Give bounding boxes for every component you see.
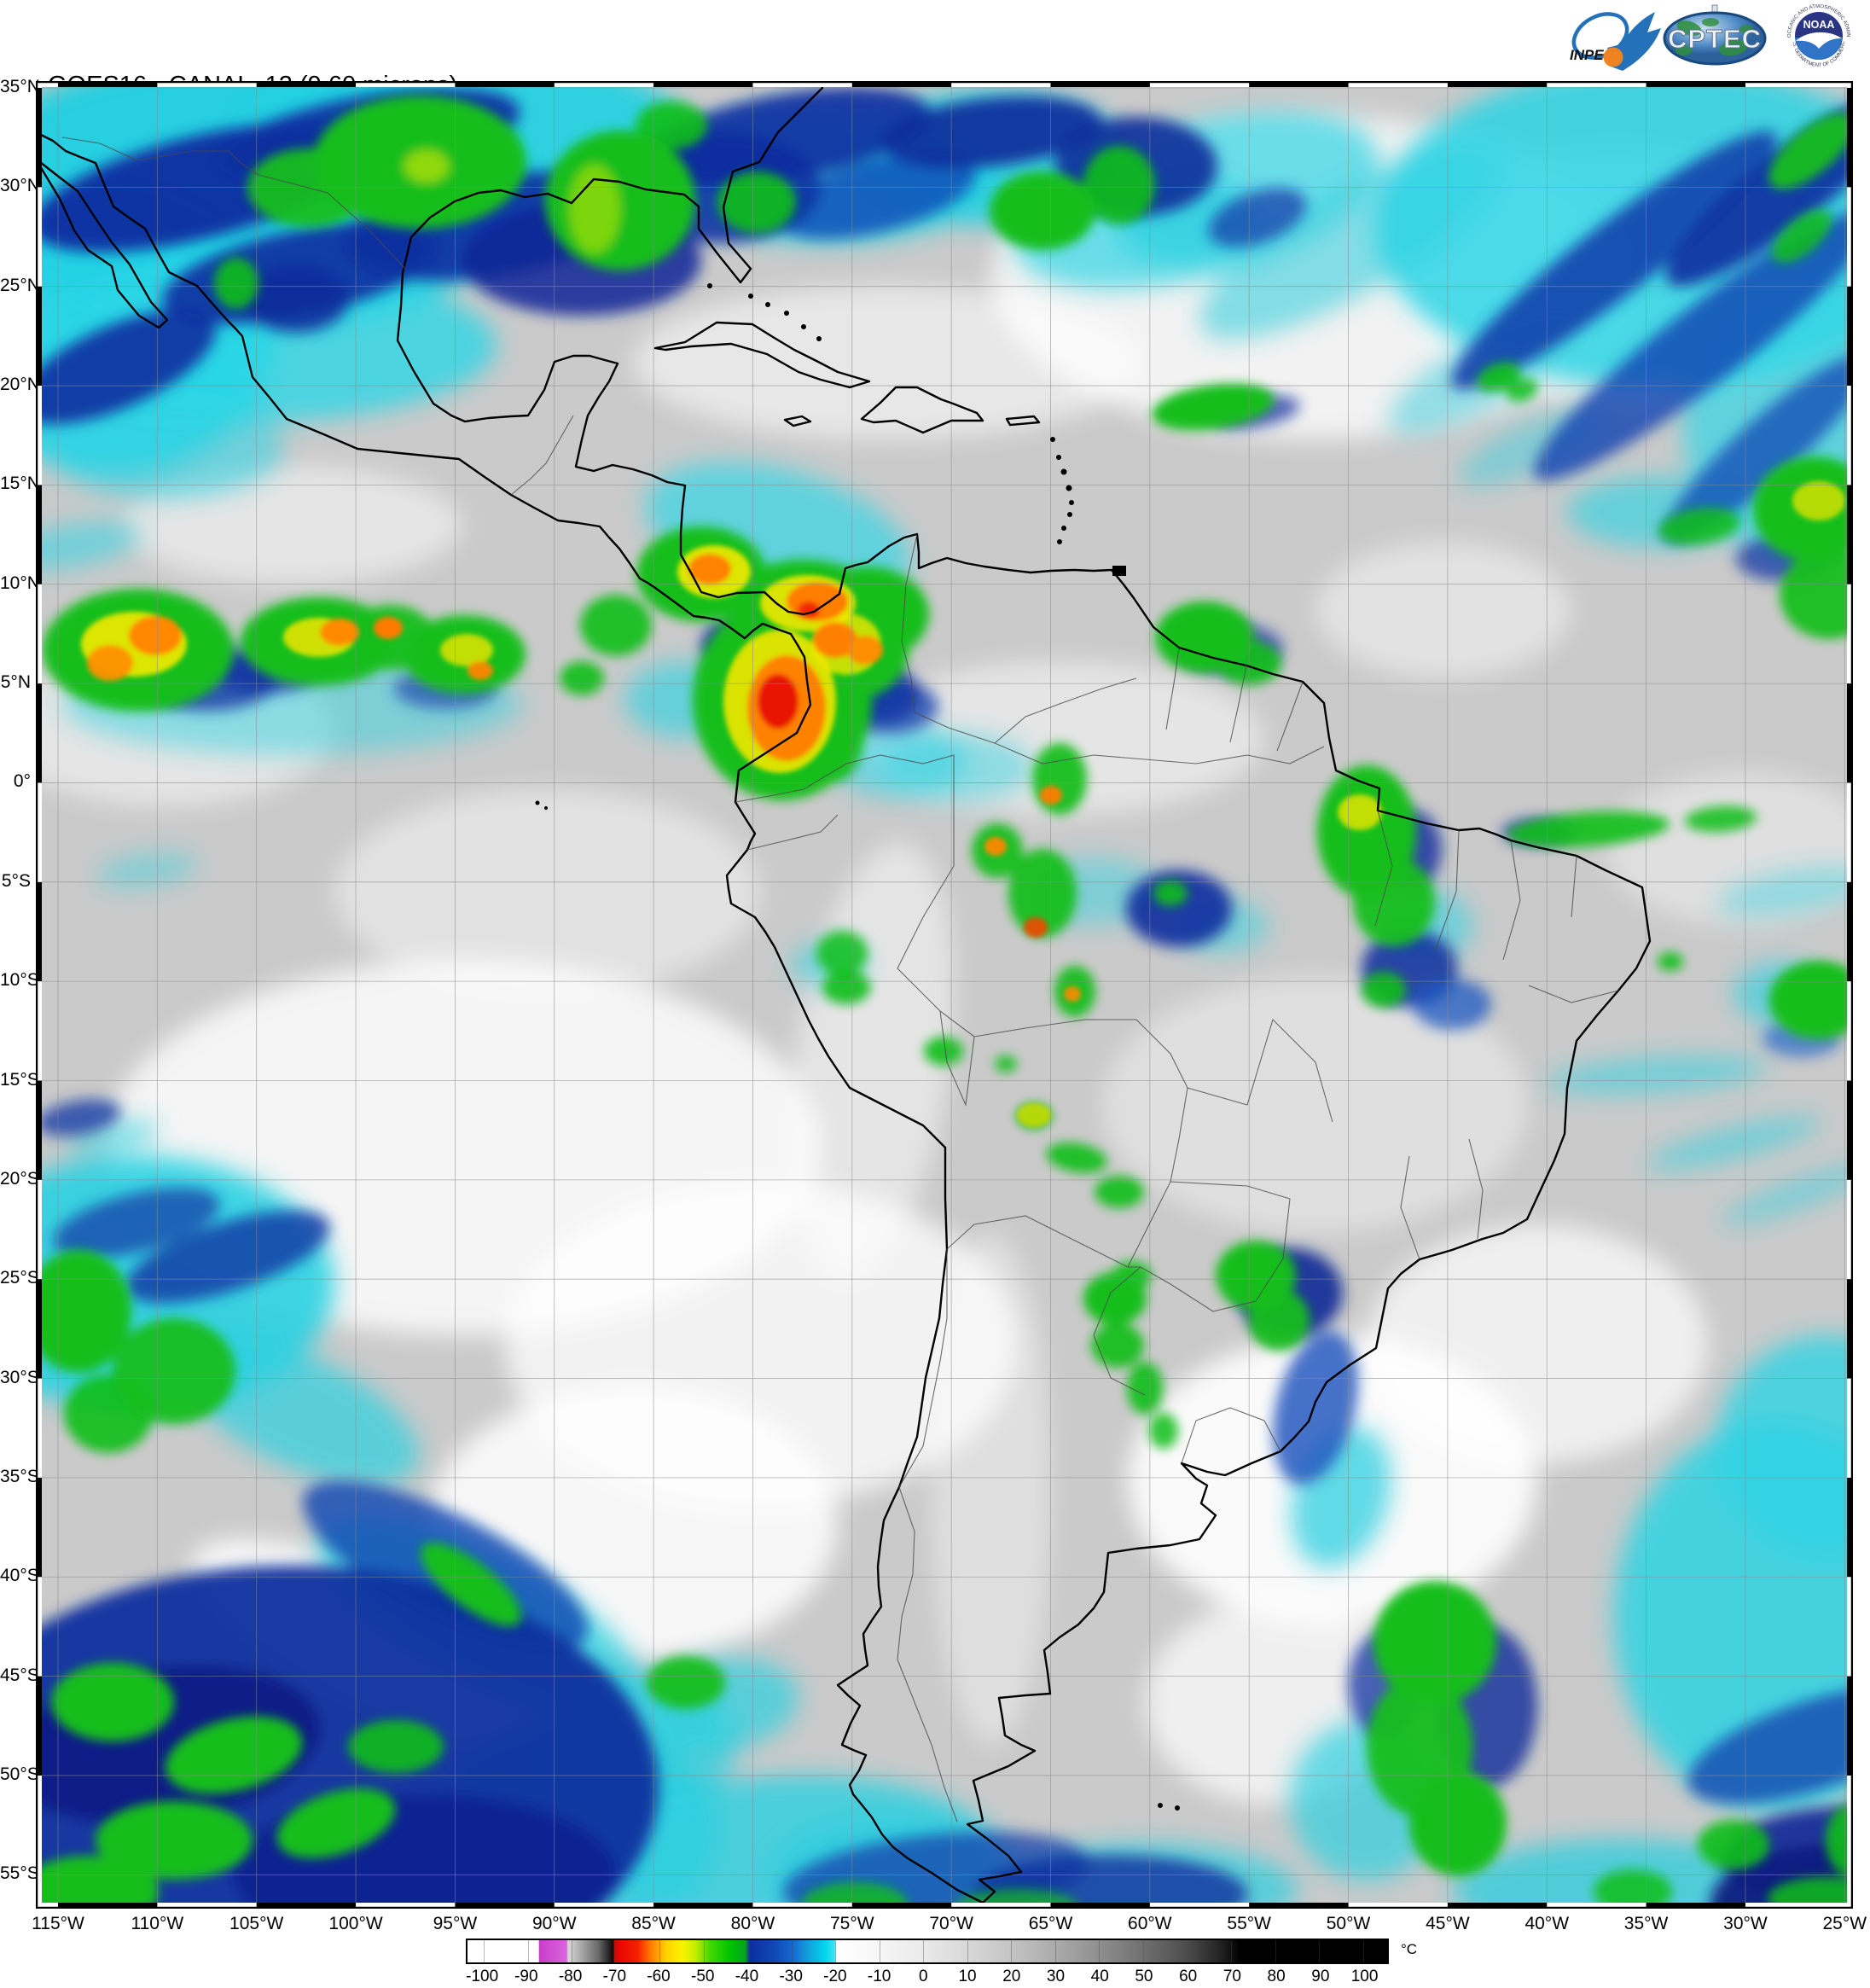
map-frame-ticks bbox=[36, 81, 1853, 1909]
cbar-tick-label: 60 bbox=[1179, 1968, 1198, 1985]
cbar-tick-label: 50 bbox=[1135, 1968, 1153, 1985]
lon-tick-label: 100°W bbox=[328, 1914, 383, 1933]
cbar-tick-label: 80 bbox=[1267, 1968, 1286, 1985]
lat-tick-label: 0° bbox=[13, 771, 31, 792]
latitude-axis: 35°N 30°N 25°N 20°N 15°N 10°N 5°N 0° 5°S 10°S 15°S… bbox=[0, 77, 40, 1909]
lon-tick-label: 65°W bbox=[1028, 1914, 1073, 1933]
lon-tick-label: 95°W bbox=[433, 1914, 478, 1933]
cbar-tick-label: -50 bbox=[691, 1968, 715, 1985]
cbar-tick-label: -60 bbox=[647, 1968, 671, 1985]
cbar-tick-label: 40 bbox=[1090, 1968, 1109, 1985]
lat-tick-label: 35°N bbox=[0, 77, 40, 96]
cbar-tick-label: 20 bbox=[1002, 1968, 1021, 1985]
island-dots bbox=[535, 283, 1180, 1811]
satellite-map-image bbox=[36, 81, 1853, 1909]
lat-tick-label: 50°S bbox=[0, 1764, 39, 1784]
lat-tick-label: 10°S bbox=[0, 970, 39, 991]
lat-tick-label: 45°S bbox=[0, 1665, 39, 1685]
cbar-tick-label: -10 bbox=[867, 1968, 891, 1985]
lon-tick-label: 25°W bbox=[1822, 1914, 1867, 1933]
coastlines bbox=[36, 86, 1652, 1904]
lat-tick-label: 25°S bbox=[0, 1268, 39, 1288]
lat-tick-label: 30°S bbox=[0, 1367, 39, 1387]
cbar-tick-label: -20 bbox=[823, 1968, 847, 1985]
colorbar-unit-label: °C bbox=[1401, 1941, 1418, 1957]
lat-tick-label: 40°S bbox=[0, 1566, 39, 1586]
colorbar-gradient bbox=[468, 1940, 1387, 1962]
lon-tick-label: 40°W bbox=[1524, 1914, 1570, 1933]
lon-tick-label: 30°W bbox=[1723, 1914, 1768, 1933]
cbar-tick-label: -80 bbox=[558, 1968, 583, 1985]
lat-tick-label: 20°S bbox=[0, 1168, 39, 1189]
lon-tick-label: 105°W bbox=[229, 1914, 284, 1933]
lon-tick-label: 115°W bbox=[32, 1914, 84, 1933]
lon-tick-label: 60°W bbox=[1128, 1914, 1172, 1933]
temperature-colorbar bbox=[466, 1939, 1389, 1964]
lon-tick-label: 70°W bbox=[929, 1914, 973, 1933]
cbar-tick-label: -90 bbox=[514, 1968, 538, 1985]
logo-row: INPE CPTEC bbox=[1558, 0, 1865, 73]
map-frame bbox=[36, 81, 1853, 1909]
longitude-axis: 115°W 110°W 105°W 100°W 95°W 90°W 85°W 80°W 75°W… bbox=[32, 1914, 1867, 1939]
cbar-tick-label: 30 bbox=[1046, 1968, 1066, 1985]
lat-tick-label: 10°N bbox=[0, 573, 40, 593]
cbar-tick-label: -100 bbox=[466, 1968, 499, 1985]
cbar-tick-label: 70 bbox=[1222, 1968, 1241, 1985]
cbar-tick-label: 0 bbox=[919, 1968, 928, 1985]
cbar-tick-label: 100 bbox=[1350, 1968, 1379, 1985]
cbar-tick-label: -30 bbox=[779, 1968, 803, 1985]
lon-tick-label: 45°W bbox=[1426, 1914, 1470, 1933]
inpe-logo-label: INPE bbox=[1570, 47, 1604, 63]
lon-tick-label: 110°W bbox=[131, 1914, 184, 1933]
lat-tick-label: 30°N bbox=[0, 176, 40, 196]
lon-tick-label: 75°W bbox=[830, 1914, 874, 1933]
lon-tick-label: 35°W bbox=[1623, 1914, 1669, 1933]
lat-tick-label: 20°N bbox=[0, 375, 40, 395]
noaa-logo-label: NOAA bbox=[1803, 19, 1835, 31]
lon-tick-label: 85°W bbox=[631, 1914, 676, 1933]
noaa-logo: NOAA NATIONAL OCEANIC AND ATMOSPHERIC AD… bbox=[1785, 2, 1853, 70]
colorbar-tick-labels: -100 -90 -80 -70 -60 -50 -40 -30 -20 -10 0 10 20 30 40… bbox=[466, 1968, 1389, 1988]
lat-tick-label: 5°S bbox=[1, 870, 31, 891]
cptec-logo-label: CPTEC bbox=[1668, 24, 1762, 54]
lat-tick-label: 35°S bbox=[0, 1466, 39, 1486]
country-borders bbox=[61, 137, 1619, 1822]
cloud-layer-cores bbox=[81, 481, 1845, 1127]
lon-tick-label: 80°W bbox=[730, 1914, 775, 1933]
lat-tick-label: 5°N bbox=[0, 672, 31, 693]
lat-tick-label: 25°N bbox=[0, 275, 40, 295]
lon-tick-label: 90°W bbox=[531, 1914, 577, 1933]
cbar-tick-label: 90 bbox=[1311, 1968, 1330, 1985]
cbar-tick-label: -70 bbox=[602, 1968, 627, 1985]
lat-tick-label: 15°S bbox=[0, 1069, 39, 1090]
cbar-tick-label: -40 bbox=[735, 1968, 759, 1985]
inpe-logo: INPE bbox=[1570, 12, 1661, 71]
lon-tick-label: 55°W bbox=[1227, 1914, 1271, 1933]
lat-tick-label: 55°S bbox=[0, 1863, 39, 1884]
lon-tick-label: 50°W bbox=[1326, 1914, 1371, 1933]
cptec-logo: CPTEC bbox=[1663, 4, 1767, 66]
cbar-tick-label: 10 bbox=[958, 1968, 977, 1985]
graticule-grid bbox=[36, 81, 1853, 1909]
lat-tick-label: 15°N bbox=[0, 474, 40, 494]
